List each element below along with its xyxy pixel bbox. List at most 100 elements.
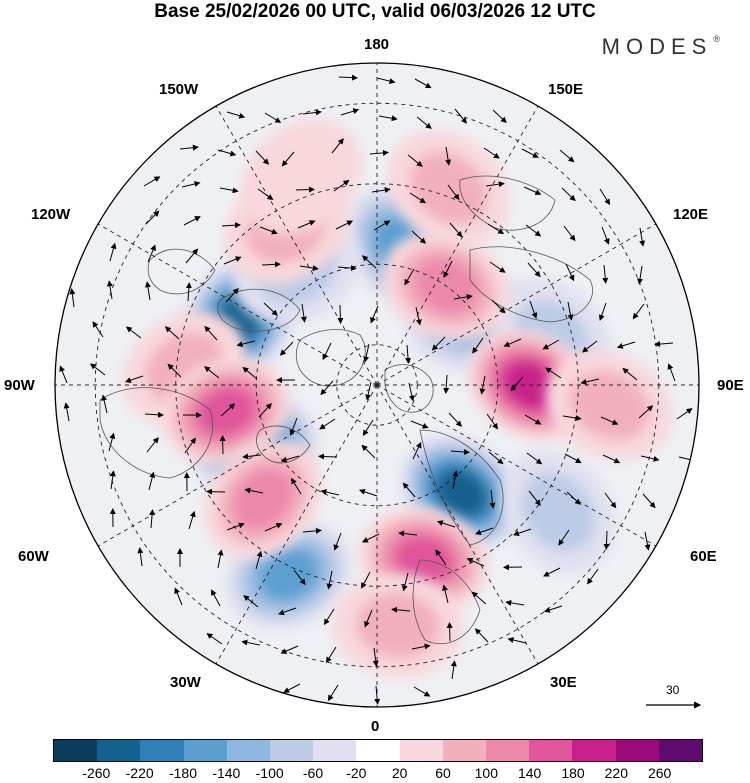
wind-arrow: [300, 303, 307, 323]
wind-arrow: [453, 293, 473, 300]
wind-arrow: [362, 419, 374, 437]
wind-arrow: [59, 365, 68, 384]
meridian-line: [97, 223, 378, 386]
wind-arrow: [524, 414, 542, 425]
wind-arrow: [241, 639, 261, 646]
wind-arrow: [89, 363, 106, 376]
anomaly-level: [232, 468, 294, 530]
brand-logo: MODES®: [602, 34, 720, 60]
wind-arrow: [374, 685, 381, 705]
wind-arrow: [398, 530, 418, 537]
wind-arrow: [92, 321, 104, 338]
wind-arrow: [487, 223, 505, 235]
wind-arrow: [243, 595, 259, 608]
colorbar-tick-label: -20: [346, 765, 367, 781]
wind-arrow: [564, 453, 582, 464]
wind-arrow: [372, 647, 379, 667]
wind-arrow: [413, 686, 431, 697]
wind-arrow: [410, 420, 429, 429]
wind-arrow: [326, 570, 333, 590]
wind-arrow: [448, 412, 462, 427]
wind-arrow: [561, 187, 576, 202]
wind-arrow: [447, 184, 460, 201]
colorbar-cell: [226, 740, 271, 761]
wind-arrow: [443, 374, 450, 394]
wind-arrow: [295, 186, 315, 193]
wind-arrow: [414, 78, 432, 89]
anomaly-level: [569, 370, 651, 441]
wind-arrow: [327, 684, 339, 702]
wind-arrow: [297, 220, 316, 229]
wind-arrow: [281, 151, 295, 167]
wind-arrow: [280, 645, 299, 654]
colorbar-cell: [313, 740, 357, 761]
wind-arrow: [369, 149, 389, 156]
wind-arrow: [63, 402, 70, 422]
wind-arrow: [472, 337, 484, 354]
meridian-line: [215, 384, 378, 665]
wind-arrow: [181, 181, 201, 188]
wind-arrow: [325, 646, 337, 664]
wind-arrow: [242, 366, 258, 380]
wind-arrow: [302, 109, 322, 116]
wind-arrow: [436, 520, 456, 528]
wind-arrow: [483, 147, 500, 159]
graticule: [55, 63, 699, 707]
colorbar-cell: [97, 740, 141, 761]
colorbar-tick-label: -260: [82, 765, 111, 781]
wind-arrow: [529, 300, 538, 319]
wind-arrow: [479, 375, 486, 395]
wind-arrow: [183, 216, 201, 226]
anomaly-level: [240, 118, 362, 236]
wind-arrow: [450, 449, 470, 456]
lon-label-60w: 60W: [18, 548, 49, 565]
wind-arrow: [371, 187, 391, 194]
wind-arrow: [409, 192, 426, 204]
wind-arrow: [359, 488, 378, 497]
wind-arrow: [280, 455, 300, 463]
wind-arrow: [598, 302, 607, 321]
wind-arrow: [559, 149, 575, 163]
wind-arrow: [337, 304, 344, 324]
wind-arrow: [293, 569, 306, 586]
wind-arrow: [144, 411, 164, 418]
anomaly-central-asia-low: [501, 450, 616, 574]
wind-arrow: [542, 567, 561, 577]
map-title: Base 25/02/2026 00 UTC, valid 06/03/2026…: [154, 1, 596, 22]
wind-arrow: [219, 435, 226, 455]
wind-arrow: [587, 568, 599, 585]
wind-arrow: [602, 264, 609, 284]
colorbar-cell: [140, 740, 184, 761]
wind-arrow: [221, 222, 241, 229]
wind-arrow: [109, 242, 117, 262]
wind-arrow: [147, 244, 156, 263]
colorbar-tick-label: -140: [212, 765, 241, 781]
wind-arrow: [505, 599, 525, 606]
wind-arrow: [602, 454, 621, 464]
wind-arrow: [259, 226, 278, 235]
anomaly-level: [522, 472, 595, 552]
anomaly-gulf-of-alaska-high: [240, 118, 362, 236]
wind-arrow: [654, 341, 674, 348]
colorbar-cell: [442, 740, 487, 761]
wind-arrow: [333, 532, 342, 551]
wind-arrow: [412, 441, 422, 460]
wind-arrow: [167, 363, 182, 378]
colorbar-cell: [183, 740, 227, 761]
colorbar-cell: [486, 740, 530, 761]
wind-arrow: [108, 432, 116, 452]
wind-arrow: [474, 628, 489, 643]
wind-arrow: [407, 154, 423, 167]
wind-arrow: [558, 529, 570, 546]
wind-arrow: [370, 305, 379, 324]
wind-arrow: [445, 146, 452, 166]
wind-arrow: [402, 482, 416, 498]
wind-arrow: [639, 227, 646, 247]
wind-arrow: [442, 584, 449, 604]
wind-arrow: [542, 339, 560, 350]
colorbar-ticks: -260 -220 -180 -140 -100 -60 -20 20 60 100 140 180 2…: [0, 765, 750, 783]
lon-label-120e: 120E: [673, 206, 709, 223]
wind-arrow: [225, 287, 239, 303]
wind-arrow: [184, 437, 196, 454]
wind-arrow: [335, 220, 354, 230]
